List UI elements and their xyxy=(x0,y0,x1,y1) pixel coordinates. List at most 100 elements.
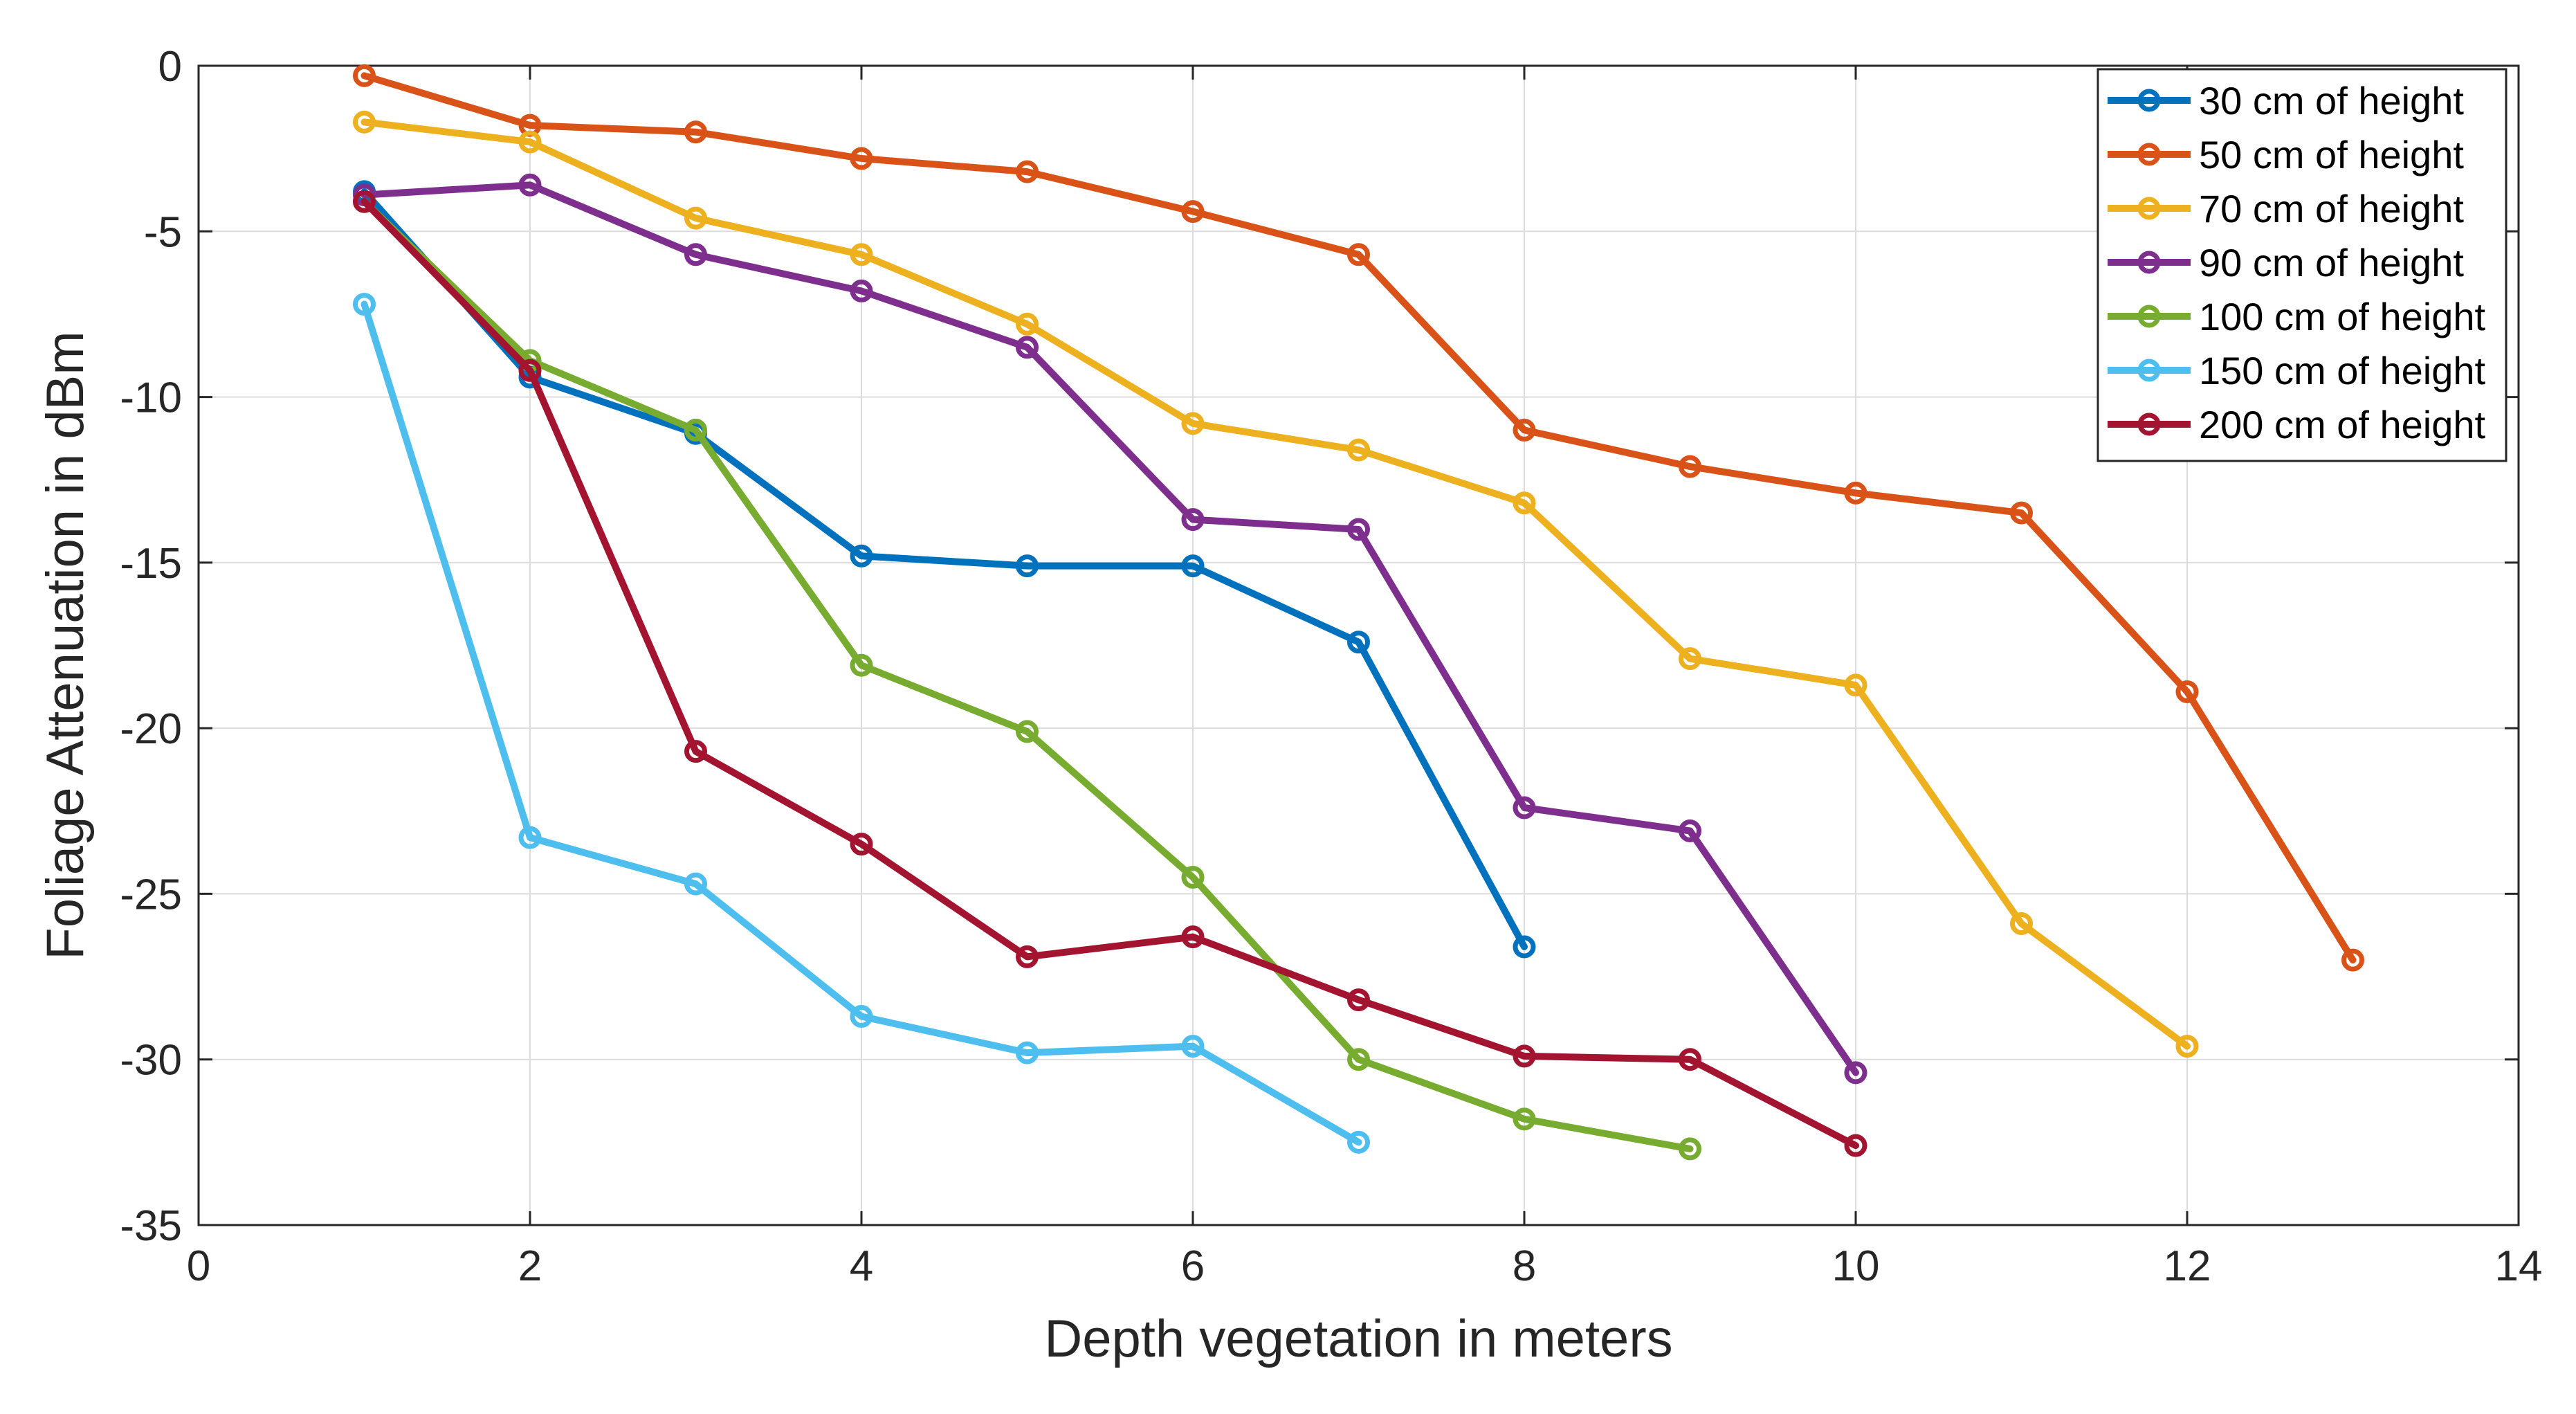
y-tick-label: -15 xyxy=(120,540,182,588)
legend-item: 70 cm of height xyxy=(2108,187,2464,230)
legend-label: 70 cm of height xyxy=(2199,187,2464,230)
y-tick-label: -5 xyxy=(144,208,182,256)
x-axis-label: Depth vegetation in meters xyxy=(1044,1309,1672,1368)
data-point xyxy=(1347,438,1370,462)
data-point xyxy=(1016,720,1039,743)
legend-label: 90 cm of height xyxy=(2199,241,2464,284)
data-point xyxy=(684,740,707,763)
data-point xyxy=(850,243,873,266)
plot-area-frame xyxy=(197,64,2520,1226)
data-point xyxy=(1679,455,1701,478)
data-point xyxy=(353,190,376,213)
legend-item: 100 cm of height xyxy=(2108,295,2485,338)
data-point xyxy=(1844,673,1867,697)
legend-marker xyxy=(2137,305,2161,328)
data-point xyxy=(684,418,707,442)
data-point xyxy=(684,872,707,896)
series-6 xyxy=(353,293,1370,1154)
data-point xyxy=(518,826,542,849)
x-tick-label: 0 xyxy=(187,1242,210,1290)
data-point xyxy=(684,120,707,144)
data-point xyxy=(2341,948,2364,972)
legend-item: 30 cm of height xyxy=(2108,79,2464,123)
legend-label: 30 cm of height xyxy=(2199,79,2464,123)
data-point xyxy=(850,147,873,170)
series-7 xyxy=(353,190,1867,1157)
data-point xyxy=(1181,866,1205,889)
data-point xyxy=(850,653,873,677)
data-point xyxy=(1181,1035,1205,1058)
legend: 30 cm of height 50 cm of height 70 cm of h… xyxy=(2097,68,2508,462)
legend-marker xyxy=(2137,251,2161,274)
data-point xyxy=(1513,796,1536,819)
legend-label: 150 cm of height xyxy=(2199,349,2485,392)
data-point xyxy=(353,64,376,87)
data-point xyxy=(1679,1137,1701,1161)
series-line xyxy=(360,300,1362,1146)
data-point xyxy=(684,243,707,266)
y-tick-label: -20 xyxy=(120,705,182,753)
data-point xyxy=(518,173,542,197)
data-point xyxy=(1016,312,1039,336)
y-tick-label: -35 xyxy=(120,1202,182,1250)
data-point xyxy=(518,130,542,154)
data-point xyxy=(1347,1130,1370,1154)
y-tick-label: -10 xyxy=(120,374,182,422)
data-point xyxy=(1844,1134,1867,1157)
y-axis-label: Foliage Attenuation in dBm xyxy=(36,331,95,959)
x-tick-label: 14 xyxy=(2495,1242,2543,1290)
data-point xyxy=(1016,1041,1039,1064)
data-point xyxy=(1181,508,1205,532)
data-point xyxy=(1513,1044,1536,1068)
data-point xyxy=(2175,680,2199,703)
y-tick-label: 0 xyxy=(158,43,182,91)
data-point xyxy=(1347,243,1370,266)
data-point xyxy=(1679,819,1701,842)
axis-ticks: 0 2 4 6 8 10 12 14 0 -5 -10 -15 -20 -25 -30 -35 xyxy=(120,43,2542,1290)
x-tick-label: 8 xyxy=(1513,1242,1536,1290)
series-line xyxy=(360,72,2357,964)
data-point xyxy=(850,279,873,302)
series-2 xyxy=(353,64,2364,972)
data-point xyxy=(1347,988,1370,1012)
data-point xyxy=(850,833,873,856)
legend-label: 50 cm of height xyxy=(2199,133,2464,176)
data-point xyxy=(1347,631,1370,654)
legend-item: 200 cm of height xyxy=(2108,403,2485,446)
legend-item: 90 cm of height xyxy=(2108,241,2464,284)
data-point xyxy=(1347,518,1370,541)
x-tick-label: 2 xyxy=(518,1242,542,1290)
data-point xyxy=(1513,418,1536,442)
data-point xyxy=(2010,912,2033,935)
data-point xyxy=(1016,336,1039,359)
data-point xyxy=(850,1005,873,1028)
data-point xyxy=(1016,554,1039,578)
data-point xyxy=(684,206,707,230)
data-point xyxy=(1181,554,1205,578)
data-point xyxy=(353,110,376,134)
data-point xyxy=(1016,945,1039,968)
data-point xyxy=(1679,1048,1701,1071)
data-point xyxy=(518,359,542,382)
data-point xyxy=(1844,1061,1867,1085)
series-line xyxy=(360,188,1528,950)
data-point xyxy=(1181,200,1205,224)
legend-label: 200 cm of height xyxy=(2199,403,2485,446)
data-point xyxy=(1016,160,1039,183)
x-tick-label: 6 xyxy=(1181,1242,1205,1290)
data-point xyxy=(1679,647,1701,671)
series-line xyxy=(360,118,2191,1050)
legend-item: 150 cm of height xyxy=(2108,349,2485,392)
data-point xyxy=(1181,412,1205,435)
data-point xyxy=(2010,501,2033,525)
x-tick-label: 12 xyxy=(2164,1242,2211,1290)
series-line xyxy=(360,181,1859,1076)
data-point xyxy=(1513,491,1536,515)
legend-marker xyxy=(2137,143,2161,166)
legend-marker xyxy=(2137,89,2161,112)
data-point xyxy=(850,544,873,568)
series-layer xyxy=(353,64,2364,1161)
series-3 xyxy=(353,110,2199,1058)
